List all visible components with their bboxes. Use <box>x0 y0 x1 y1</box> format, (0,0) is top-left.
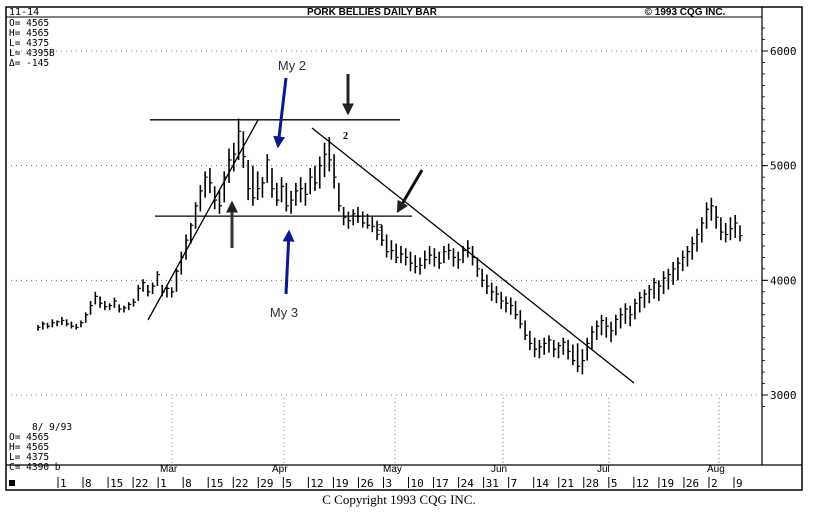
date-tick-label: 5 <box>285 477 292 490</box>
date-tick-label: 26 <box>686 477 699 490</box>
month-label-jun: Jun <box>491 464 507 475</box>
date-tick-label: 19 <box>661 477 674 490</box>
month-label-jul: Jul <box>597 464 610 475</box>
footer-copyright: C Copyright 1993 CQG INC. <box>322 492 475 507</box>
uptrend-line <box>148 120 258 320</box>
date-tick-label: 17 <box>436 477 449 490</box>
date-tick-label: 7 <box>511 477 518 490</box>
date-tick-label: 24 <box>461 477 475 490</box>
month-label-apr: Apr <box>272 464 288 475</box>
y-tick-label-5000: 5000 <box>770 160 797 173</box>
bottom-close: C= 4390 b <box>9 462 61 473</box>
y-tick-label-4000: 4000 <box>770 274 797 287</box>
y-tick-label-6000: 6000 <box>770 45 797 58</box>
header-date: 11-14 <box>9 7 39 18</box>
date-tick-label: 8 <box>185 477 192 490</box>
my2-arrow-blue <box>278 78 286 146</box>
date-tick-label: 10 <box>411 477 424 490</box>
annotation-point-2: 2 <box>343 131 348 142</box>
chart-title: PORK BELLIES DAILY BAR <box>307 7 438 18</box>
date-tick-label: 9 <box>736 477 743 490</box>
date-tick-label: 26 <box>360 477 373 490</box>
month-label-aug: Aug <box>707 464 725 475</box>
date-tick-label: 2 <box>711 477 718 490</box>
date-tick-label: 15 <box>110 477 123 490</box>
date-tick-label: 15 <box>210 477 223 490</box>
date-tick-label: 31 <box>486 477 499 490</box>
header-copyright: © 1993 CQG INC. <box>645 7 726 18</box>
axis-marker-square <box>9 480 15 486</box>
date-tick-label: 12 <box>310 477 323 490</box>
date-tick-label: 19 <box>335 477 348 490</box>
date-tick-label: 1 <box>160 477 167 490</box>
quote-change: Δ= -145 <box>9 58 49 69</box>
month-label-mar: Mar <box>160 464 178 475</box>
plot-frame <box>6 7 802 490</box>
date-tick-label: 14 <box>536 477 550 490</box>
date-tick-label: 28 <box>586 477 599 490</box>
date-tick-label: 29 <box>260 477 273 490</box>
date-tick-label: 22 <box>135 477 148 490</box>
date-tick-label: 5 <box>611 477 618 490</box>
y-tick-label-3000: 3000 <box>770 389 797 402</box>
my3-arrow-blue <box>286 232 289 294</box>
date-tick-label: 22 <box>235 477 248 490</box>
date-tick-label: 12 <box>636 477 649 490</box>
date-tick-label: 1 <box>60 477 67 490</box>
annotation-my3: My 3 <box>270 305 298 320</box>
date-tick-label: 3 <box>385 477 392 490</box>
annotation-point-3: 3 <box>378 223 383 234</box>
downtrend-line <box>312 128 634 383</box>
date-tick-label: 21 <box>561 477 574 490</box>
month-label-may: May <box>383 464 402 475</box>
date-tick-label: 8 <box>85 477 92 490</box>
annotation-my2: My 2 <box>278 58 306 73</box>
